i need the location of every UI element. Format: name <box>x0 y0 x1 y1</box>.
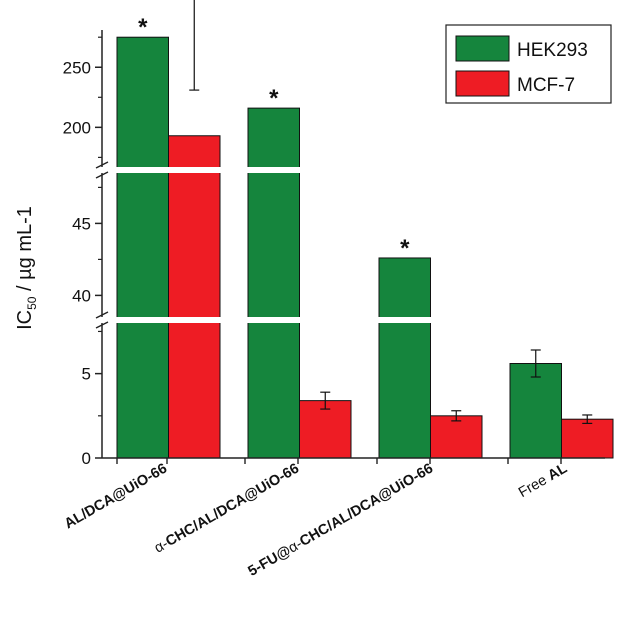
y-axis-title-subscript: 50 <box>25 296 39 310</box>
y-axis-title-main: IC <box>14 310 36 330</box>
x-axis: AL/DCA@UiO-66α-CHC/AL/DCA@UiO-665-FU@α-C… <box>62 458 605 580</box>
y-tick-label: 0 <box>82 449 91 468</box>
legend-swatch <box>456 71 509 96</box>
axis-break-gap <box>90 317 615 323</box>
x-category-label: Free AL <box>516 461 570 502</box>
legend-label: HEK293 <box>517 40 588 61</box>
bar <box>248 108 300 458</box>
legend: HEK293 MCF-7 <box>446 25 611 103</box>
y-tick-label: 250 <box>63 58 91 77</box>
y-axis: 0 5 40 45 200 250 <box>63 30 102 468</box>
bar <box>431 416 483 458</box>
y-tick-label: 5 <box>82 365 91 384</box>
y-axis-title-unit: / µg mL-1 <box>14 206 36 296</box>
y-tick-label: 200 <box>63 118 91 137</box>
x-category-label-part: AL/DCA@UiO-66 <box>62 461 170 533</box>
x-category-label-part: CHC/AL/DCA@UiO-66 <box>163 461 302 550</box>
legend-label: MCF-7 <box>517 75 575 96</box>
bar <box>510 364 562 459</box>
x-category-label: α-CHC/AL/DCA@UiO-66 <box>152 461 302 557</box>
y-axis-title: IC50 / µg mL-1 <box>14 206 39 330</box>
significance-marker: * <box>138 14 148 41</box>
x-category-label-part: CHC/AL/DCA@UiO-66 <box>297 461 436 550</box>
y-tick-label: 45 <box>72 214 91 233</box>
axis-break-gap <box>90 167 615 173</box>
significance-marker: * <box>269 85 279 112</box>
significance-marker: * <box>400 235 410 262</box>
y-tick-label: 40 <box>72 286 91 305</box>
bar <box>117 37 169 458</box>
legend-swatch <box>456 36 509 61</box>
bar <box>169 136 221 458</box>
x-category-label-part: 5-FU@ <box>246 543 294 580</box>
x-category-label: AL/DCA@UiO-66 <box>62 461 170 533</box>
bar <box>379 258 431 458</box>
bar <box>562 419 614 458</box>
